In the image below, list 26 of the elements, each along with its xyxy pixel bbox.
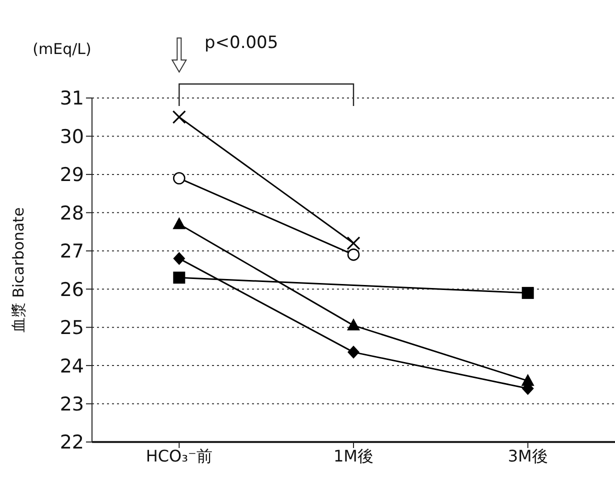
y-tick-label: 31: [60, 88, 84, 110]
point: [347, 248, 360, 261]
point: [347, 318, 360, 330]
point: [348, 346, 360, 359]
y-tick-label: 24: [60, 355, 84, 378]
text: (mEq/L): [32, 40, 92, 58]
point: [173, 272, 186, 284]
point: [173, 172, 186, 184]
point: [522, 286, 534, 299]
y-tick-label: 25: [60, 317, 84, 340]
y-tick-label: 29: [60, 164, 84, 186]
point: [173, 252, 186, 266]
y-tick-label: 28: [60, 202, 84, 224]
point: [346, 236, 360, 250]
point: [172, 110, 186, 124]
y-tick-label: 27: [60, 240, 84, 263]
text: p<0.005: [204, 33, 278, 53]
x-tick-label: 3M後: [508, 446, 548, 466]
x-tick-label: 1M後: [334, 446, 374, 466]
y-tick-label: 30: [60, 126, 84, 148]
y-axis-title: 血漿 Bicarbonate: [9, 207, 28, 333]
x-tick-label: HCO₃⁻前: [146, 446, 212, 466]
y-tick-label: 23: [60, 394, 84, 416]
y-tick-label: 22: [60, 432, 84, 454]
y-tick-label: 26: [60, 278, 84, 301]
point: [172, 217, 186, 230]
